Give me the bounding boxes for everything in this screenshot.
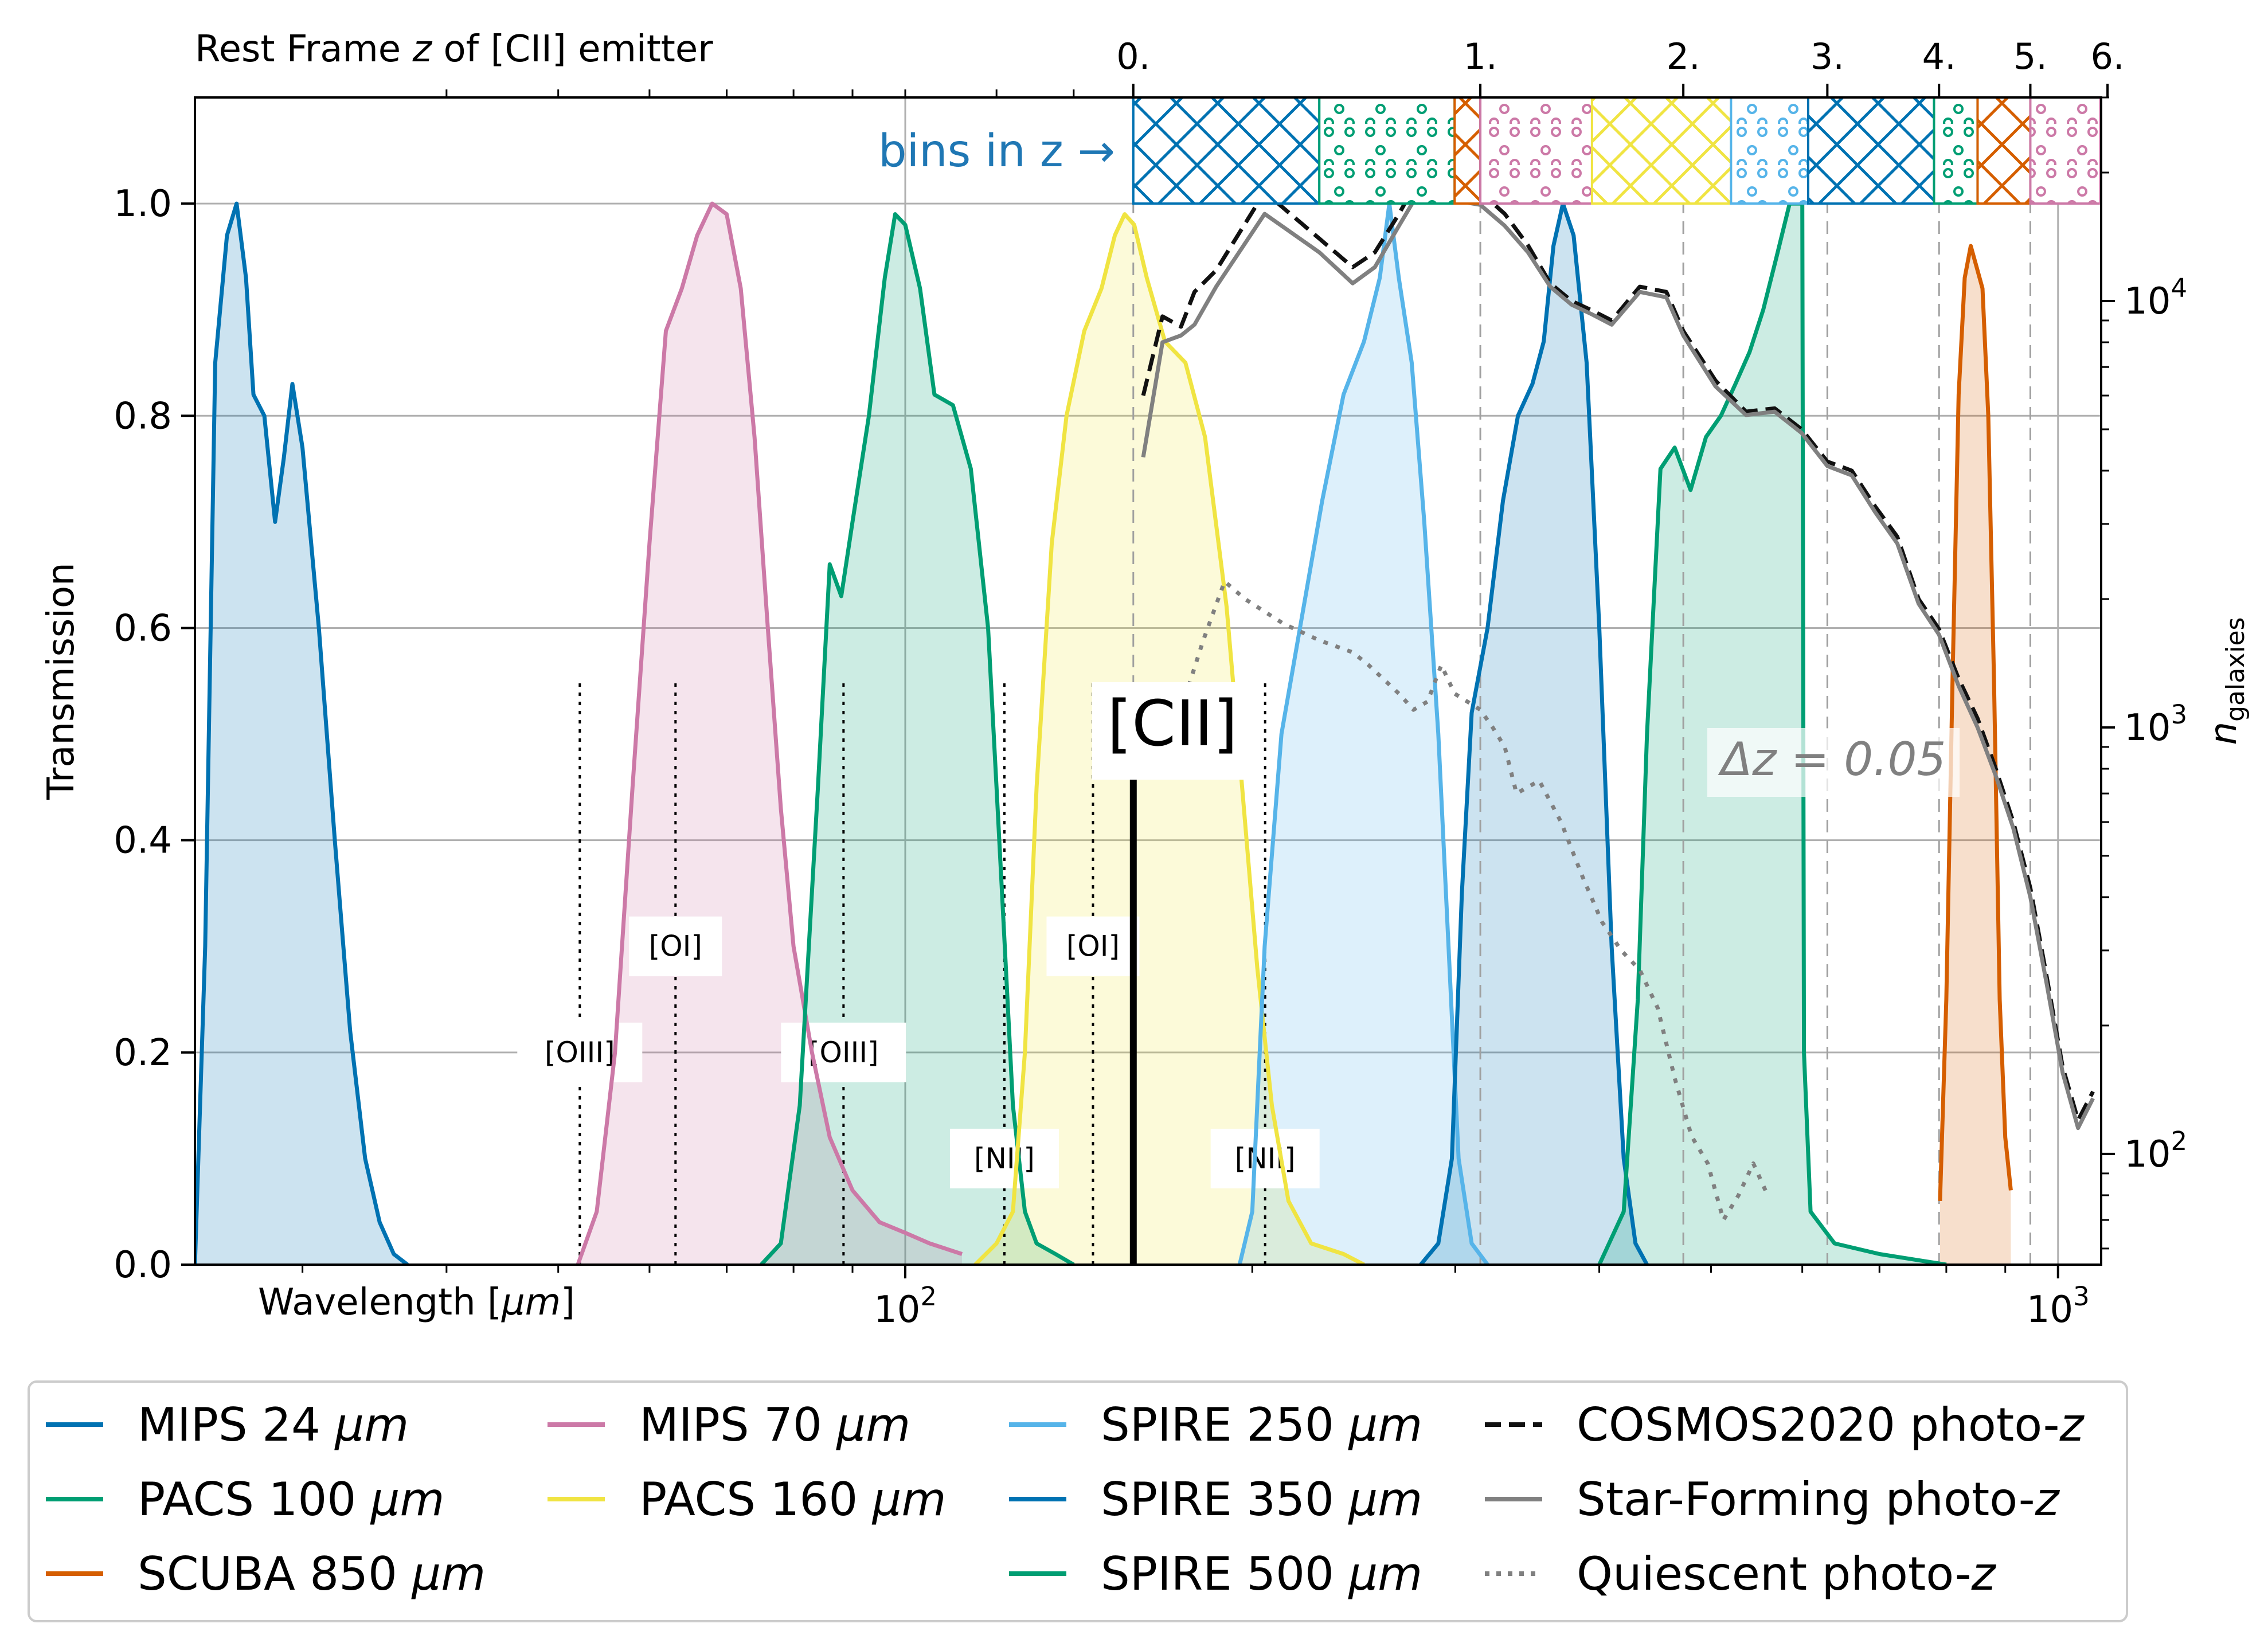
legend-label: COSMOS2020 photo-z xyxy=(1577,1398,2085,1452)
z-bin-hatch xyxy=(1453,96,1482,205)
legend-label: MIPS 70 μm xyxy=(639,1398,910,1452)
line-label: [OI] xyxy=(649,930,702,963)
top-tick-label: 6. xyxy=(2090,36,2124,77)
line-label-box xyxy=(949,1128,1059,1188)
x-tick-label: 103 xyxy=(2027,1281,2090,1331)
top-tick-label: 4. xyxy=(1922,36,1956,77)
top-tick-label: 0. xyxy=(1116,36,1150,77)
line-label-box xyxy=(1210,1128,1320,1188)
y-tick-label: 0.6 xyxy=(114,607,172,650)
delta-z-label-box xyxy=(1707,728,1960,797)
z-bin-hatch xyxy=(1806,96,1935,205)
filter-fill xyxy=(195,204,408,1265)
z-bin-hatch xyxy=(1976,96,2032,205)
legend-label: SPIRE 350 μm xyxy=(1101,1473,1422,1526)
z-bin-hatch xyxy=(1730,96,1809,205)
y2-tick-label: 104 xyxy=(2124,273,2187,323)
legend-label: PACS 160 μm xyxy=(639,1473,946,1526)
plot-frame xyxy=(194,96,2102,1266)
top-tick-label: 3. xyxy=(1811,36,1844,77)
emission-line-markers: [OIII] [OI] [OIII] [NII] [OI] [NII] xyxy=(517,681,1320,1265)
y-axis: 0.0 0.2 0.4 0.6 0.8 1.0 xyxy=(114,183,195,1286)
top-z-axis: 0. 1. 2. 3. 4. 5. 6. xyxy=(445,36,2125,97)
y-tick-label: 0.8 xyxy=(114,395,172,437)
top-tick-label: 5. xyxy=(2013,36,2047,77)
legend-box xyxy=(28,1380,2128,1622)
line-label-box xyxy=(1046,916,1140,976)
z-bin-hatch xyxy=(1933,96,1979,205)
photoz-curves xyxy=(1141,170,2095,1222)
z-bin-hatch xyxy=(1590,96,1733,205)
filter-curve xyxy=(1419,201,1649,1265)
filter-curve xyxy=(1237,201,1489,1265)
legend-label: MIPS 24 μm xyxy=(138,1398,409,1452)
y-tick-label: 1.0 xyxy=(114,183,172,225)
legend-label: PACS 100 μm xyxy=(138,1473,444,1526)
line-label: [NII] xyxy=(974,1142,1035,1175)
y2-tick-label: 103 xyxy=(2124,699,2187,749)
line-label: [OI] xyxy=(1066,930,1120,963)
filter-fill xyxy=(577,204,962,1265)
filter-curve xyxy=(1597,201,1947,1265)
right-y-axis-label: ngalaxies xyxy=(2203,617,2250,745)
line-label-box xyxy=(517,1022,643,1082)
top-tick-label: 1. xyxy=(1464,36,1497,77)
legend-label: Quiescent photo-z xyxy=(1577,1547,1997,1601)
line-label: [NII] xyxy=(1235,1142,1296,1175)
legend-label: SPIRE 250 μm xyxy=(1101,1398,1422,1452)
delta-z-label: Δz = 0.05 xyxy=(1718,733,1946,786)
bins-in-z-label: bins in z → xyxy=(878,126,1115,177)
filter-curve xyxy=(973,212,1365,1265)
z-bin-dashed-lines xyxy=(1132,97,2031,1265)
legend-label: Star-Forming photo-z xyxy=(1577,1473,2060,1526)
top-axis-label: Rest Frame z of [CII] emitter xyxy=(195,28,713,71)
y-tick-label: 0.4 xyxy=(114,820,172,862)
y-axis-label: Transmission xyxy=(40,562,83,800)
y-tick-label: 0.2 xyxy=(114,1032,172,1074)
line-label-box xyxy=(629,916,722,976)
line-label: [OIII] xyxy=(545,1036,615,1069)
x-axis: 102 103 xyxy=(302,1265,2090,1331)
x-axis-label: Wavelength [μm] xyxy=(258,1281,575,1324)
line-label: [OIII] xyxy=(808,1036,879,1069)
filter-fill xyxy=(1239,204,1488,1265)
z-bin-bar xyxy=(1132,96,2102,205)
x-tick-label: 102 xyxy=(874,1281,937,1331)
photoz-curve xyxy=(1141,170,2095,1122)
legend: MIPS 24 μm PACS 100 μm SCUBA 850 μm MIPS 70… xyxy=(28,1380,2128,1622)
filter-curves xyxy=(195,201,2013,1265)
filter-fill xyxy=(761,214,1074,1265)
photoz-curve xyxy=(1141,185,2095,1130)
legend-label: SPIRE 500 μm xyxy=(1101,1547,1422,1601)
filter-curve xyxy=(576,201,963,1265)
filter-curve xyxy=(195,201,409,1265)
y2-tick-label: 102 xyxy=(2124,1126,2187,1176)
y-tick-label: 0.0 xyxy=(114,1244,172,1286)
cii-label-box xyxy=(1092,682,1253,780)
z-bin-hatch xyxy=(1318,96,1456,205)
right-y-axis: 102 103 104 xyxy=(2101,96,2187,1250)
z-bin-hatch xyxy=(1132,96,1321,205)
z-bin-hatch xyxy=(1479,96,1593,205)
legend-label: SCUBA 850 μm xyxy=(138,1547,486,1601)
annotations: bins in z → [CII] Δz = 0.05 xyxy=(878,126,1960,797)
top-tick-label: 2. xyxy=(1667,36,1700,77)
z-bin-hatch xyxy=(2029,96,2102,205)
cii-label: [CII] xyxy=(1107,687,1238,760)
filter-curve xyxy=(1938,244,2013,1202)
